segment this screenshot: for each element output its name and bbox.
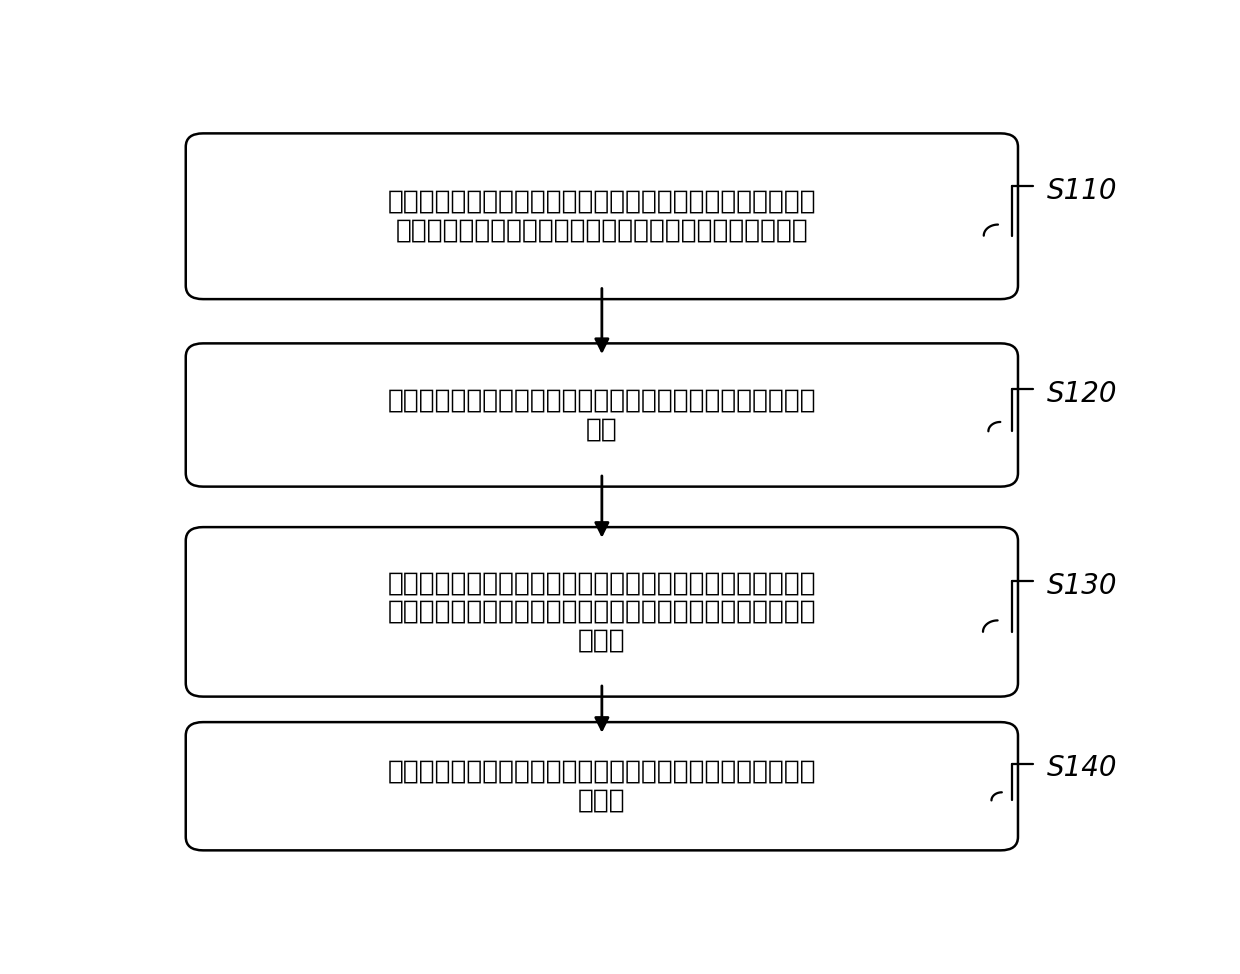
Text: S110: S110 bbox=[1047, 177, 1117, 206]
Text: 质心频率和最小质心频率分别组成最大质心频率道和最小质心: 质心频率和最小质心频率分别组成最大质心频率道和最小质心 bbox=[388, 599, 816, 625]
FancyBboxPatch shape bbox=[186, 133, 1018, 299]
FancyBboxPatch shape bbox=[186, 722, 1018, 850]
FancyBboxPatch shape bbox=[186, 344, 1018, 487]
Text: 集数据，其中，所述规则化道集包括偏移距、方位角和时间: 集数据，其中，所述规则化道集包括偏移距、方位角和时间 bbox=[396, 217, 808, 244]
Text: 分别计算所述多个方位角道集数据的质心频率，得到质心频率: 分别计算所述多个方位角道集数据的质心频率，得到质心频率 bbox=[388, 388, 816, 414]
Text: 对规则化保方位角道集进行分方位角叠加处理，得到方位角道: 对规则化保方位角道集进行分方位角叠加处理，得到方位角道 bbox=[388, 189, 816, 215]
Text: S140: S140 bbox=[1047, 754, 1117, 782]
Text: 频率道: 频率道 bbox=[578, 627, 626, 654]
Text: 将所述最大质心频率道和最小质心频率道分别组合为地震属性: 将所述最大质心频率道和最小质心频率道分别组合为地震属性 bbox=[388, 759, 816, 785]
Text: 数据体: 数据体 bbox=[578, 788, 626, 813]
Text: S130: S130 bbox=[1047, 572, 1117, 600]
FancyBboxPatch shape bbox=[186, 527, 1018, 696]
Text: S120: S120 bbox=[1047, 380, 1117, 408]
Text: 将所述质心频率集合中的同一时间所对应的质心频率中的最大: 将所述质心频率集合中的同一时间所对应的质心频率中的最大 bbox=[388, 571, 816, 596]
Text: 集合: 集合 bbox=[587, 416, 618, 442]
